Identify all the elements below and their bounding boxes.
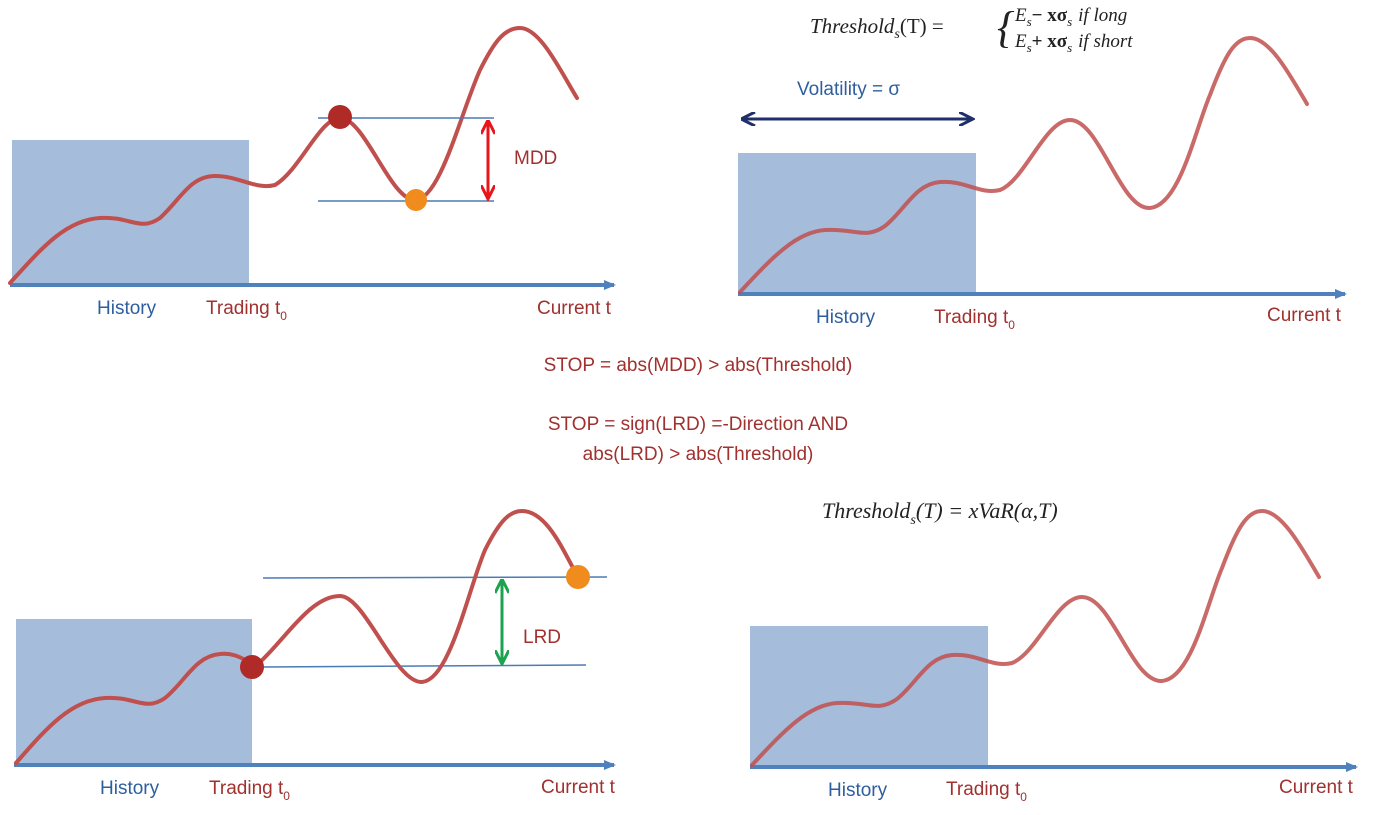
- svg-text:Thresholds(T) =: Thresholds(T) =: [810, 14, 944, 42]
- panel-bottom-left: LRD History Trading t0 Current t: [14, 508, 616, 803]
- price-curve: [14, 508, 580, 765]
- threshold-formula-volatility: Thresholds(T) = { Es− xσs if long Es+ xσs…: [810, 3, 1133, 55]
- trading-label: Trading t0: [209, 778, 290, 803]
- price-curve: [750, 508, 1321, 767]
- trading-subscript: 0: [283, 789, 290, 803]
- trading-label: Trading t0: [934, 307, 1015, 332]
- history-window: [738, 153, 976, 294]
- current-label: Current t: [537, 298, 612, 319]
- lrd-stop-rule-line2: abs(LRD) > abs(Threshold): [583, 444, 814, 465]
- trading-subscript: 0: [280, 309, 287, 323]
- trading-label: Trading t0: [206, 298, 287, 323]
- history-window: [750, 626, 988, 767]
- lrd-stop-rule-line1: STOP = sign(LRD) =-Direction AND: [548, 414, 848, 435]
- upper-level-line: [262, 576, 608, 579]
- current-label: Current t: [1267, 305, 1342, 326]
- svg-text:{: {: [997, 3, 1015, 52]
- trading-subscript: 0: [1020, 790, 1027, 804]
- history-window: [12, 140, 249, 285]
- stop-rules: STOP = abs(MDD) > abs(Threshold) STOP = …: [544, 355, 853, 465]
- panel-top-left: MDD History Trading t0 Current t: [8, 25, 616, 323]
- history-label: History: [97, 298, 157, 319]
- mdd-stop-rule: STOP = abs(MDD) > abs(Threshold): [544, 355, 853, 376]
- current-label: Current t: [1279, 777, 1354, 798]
- threshold-formula-var: Thresholds(T) = xVaR(α,T): [822, 498, 1058, 528]
- entry-dot: [240, 655, 264, 679]
- history-label: History: [828, 780, 888, 801]
- lower-level-line: [262, 664, 587, 668]
- panel-top-right: Thresholds(T) = { Es− xσs if long Es+ xσs…: [738, 3, 1347, 332]
- trading-subscript: 0: [1008, 318, 1015, 332]
- peak-dot: [328, 105, 352, 129]
- lrd-label: LRD: [523, 627, 561, 648]
- history-label: History: [100, 778, 160, 799]
- current-label: Current t: [541, 777, 616, 798]
- mdd-label: MDD: [514, 148, 557, 169]
- trading-label: Trading t0: [946, 779, 1027, 804]
- panel-bottom-right: Thresholds(T) = xVaR(α,T) History Tradin…: [750, 498, 1358, 804]
- volatility-label: Volatility = σ: [797, 79, 900, 100]
- current-dot: [566, 565, 590, 589]
- history-label: History: [816, 307, 876, 328]
- price-curve: [738, 35, 1309, 294]
- trough-dot: [405, 189, 427, 211]
- history-window: [16, 619, 252, 765]
- price-curve: [8, 25, 579, 285]
